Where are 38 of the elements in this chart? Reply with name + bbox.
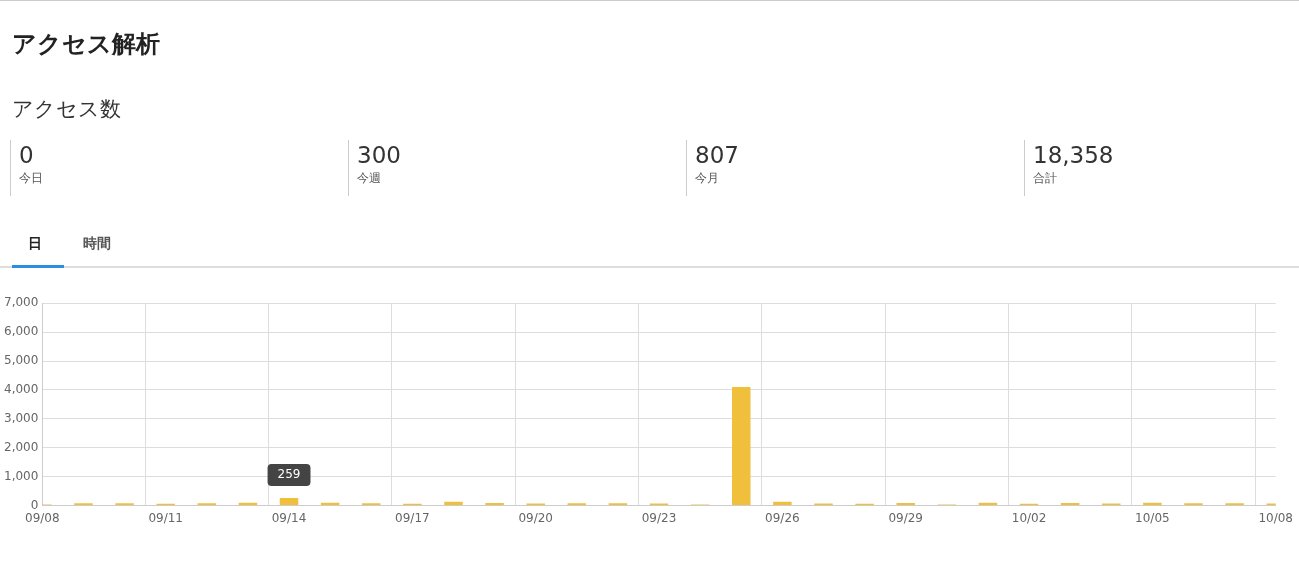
x-tick-label: 09/14 [271,510,307,525]
text: 今週 [357,170,382,187]
x-tick-label: 10/08 [1258,510,1294,525]
x-tick-label: 09/11 [148,510,183,525]
text: アクセス解析 [12,29,160,60]
y-tick-label: 4,000 [3,382,39,397]
y-tick-label: 5,000 [3,353,39,368]
bar [485,503,504,506]
x-tick-label: 09/23 [641,510,677,525]
bar [1060,503,1080,506]
annotation: 259 [277,467,301,482]
bar [773,501,792,506]
text: 807 [695,141,740,170]
y-tick-label: 7,000 [3,295,39,310]
bar [896,503,915,506]
y-tick-label: 2,000 [3,439,39,454]
text: 18,358 [1033,141,1115,170]
y-tick-label: 0 [30,497,39,512]
x-tick-label: 09/26 [765,510,800,525]
x-tick-label: 09/17 [395,510,430,525]
bar [444,501,463,506]
y-tick-label: 3,000 [3,410,39,425]
text: 日 [28,235,42,253]
text: 今月 [695,170,720,187]
x-tick-label: 09/20 [518,510,553,525]
text: 300 [357,141,402,170]
text: 合計 [1033,170,1058,187]
x-tick-label: 10/02 [1011,510,1047,525]
text: アクセス数 [12,96,121,123]
text: 今日 [19,170,44,187]
y-tick-label: 1,000 [3,468,39,483]
bar [279,498,299,506]
x-tick-label: 09/29 [888,510,923,525]
bar [732,387,751,506]
x-tick-label: 09/08 [25,510,60,525]
text: 時間 [83,235,111,253]
x-tick-label: 10/05 [1135,510,1170,525]
y-tick-label: 6,000 [3,324,39,339]
